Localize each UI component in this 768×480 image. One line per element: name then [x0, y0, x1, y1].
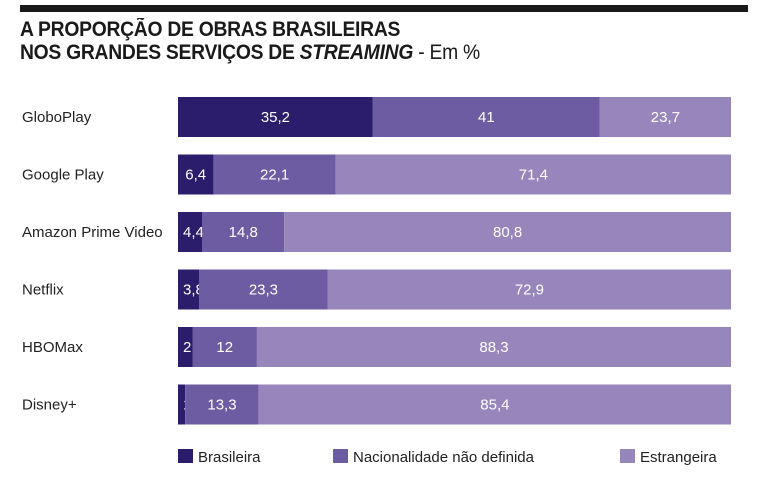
data-label: 72,9 [515, 282, 544, 299]
category-label: Disney+ [22, 397, 77, 414]
legend-label: Brasileira [198, 449, 261, 466]
category-label: HBOMax [22, 339, 83, 356]
title-unit: - Em % [413, 41, 480, 64]
title-line-1: A PROPORÇÃO DE OBRAS BRASILEIRAS [20, 18, 401, 41]
category-label: Netflix [22, 282, 64, 299]
legend-swatch [178, 449, 193, 463]
data-label: 88,3 [479, 339, 508, 356]
data-label: 23,3 [249, 282, 278, 299]
bar-segment-brasileira [178, 97, 373, 137]
data-label: 85,4 [480, 397, 509, 414]
data-label: 22,1 [260, 167, 289, 184]
bar-segment-estrangeira [599, 97, 731, 137]
bar-segment-brasileira [178, 269, 200, 310]
bar-segment-nacionalidade-n-o-definida [213, 154, 336, 195]
data-label: 6,4 [185, 167, 206, 184]
data-label: 13,3 [207, 397, 236, 414]
legend-swatch [620, 449, 635, 463]
data-label: 41 [478, 109, 495, 126]
bar-segment-brasileira [178, 212, 203, 252]
bar-segment-brasileira [178, 327, 193, 367]
bar-segment-estrangeira [327, 269, 731, 310]
data-label: 3,8 [183, 282, 204, 299]
legend-label: Nacionalidade não definida [353, 449, 535, 466]
title-line-2: NOS GRANDES SERVIÇOS DE STREAMING - Em % [20, 41, 480, 64]
title-line-2-main: NOS GRANDES SERVIÇOS DE [20, 41, 300, 64]
bar-segment-nacionalidade-n-o-definida [199, 269, 328, 310]
data-label: 71,4 [519, 167, 548, 184]
top-rule [20, 5, 748, 12]
legend-label: Estrangeira [640, 449, 717, 466]
category-label: Amazon Prime Video [22, 224, 163, 241]
bar-segment-brasileira [178, 384, 186, 425]
legend-swatch [333, 449, 348, 463]
category-label: GloboPlay [22, 109, 92, 126]
bar-segment-nacionalidade-n-o-definida [185, 384, 259, 425]
bar-segment-nacionalidade-n-o-definida [202, 212, 285, 252]
category-label: Google Play [22, 167, 104, 184]
data-label: 23,7 [651, 109, 680, 126]
data-label: 80,8 [493, 224, 522, 241]
bar-segment-estrangeira [284, 212, 731, 252]
data-label: 35,2 [261, 109, 290, 126]
bar-segment-nacionalidade-n-o-definida [372, 97, 600, 137]
chart-title: A PROPORÇÃO DE OBRAS BRASILEIRAS NOS GRA… [20, 18, 480, 64]
data-label: 14,8 [229, 224, 258, 241]
bar-segment-nacionalidade-n-o-definida [192, 327, 257, 367]
data-label: 12 [216, 339, 233, 356]
data-label: 4,4 [183, 224, 204, 241]
bar-segment-estrangeira [335, 154, 731, 195]
title-italic: STREAMING [299, 41, 414, 64]
bar-segment-estrangeira [256, 327, 731, 367]
bar-segment-brasileira [178, 154, 214, 195]
bar-segment-estrangeira [258, 384, 731, 425]
